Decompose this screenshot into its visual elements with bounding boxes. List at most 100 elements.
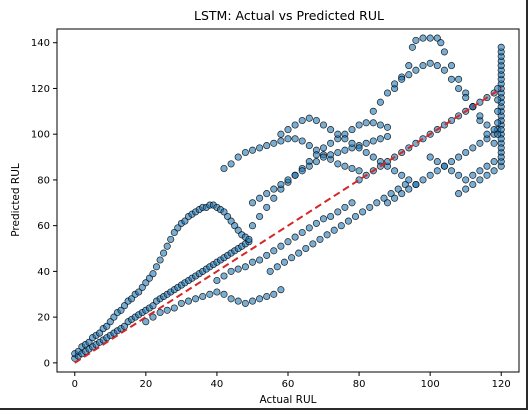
data-point <box>120 302 129 310</box>
data-point <box>248 258 257 266</box>
data-point <box>341 162 349 170</box>
data-point <box>312 219 320 227</box>
data-point <box>280 258 288 266</box>
data-point <box>298 167 306 175</box>
data-point <box>291 121 299 129</box>
data-point <box>256 212 264 221</box>
data-point <box>490 167 498 175</box>
reference-line <box>74 87 502 364</box>
data-point <box>319 121 328 129</box>
y-tick-label: 40 <box>37 267 50 278</box>
data-point <box>355 144 363 152</box>
data-point <box>483 171 491 179</box>
data-point <box>241 148 249 157</box>
data-point <box>490 139 498 147</box>
data-point <box>234 226 242 234</box>
data-point <box>362 148 370 157</box>
data-point <box>181 217 189 225</box>
data-point <box>160 249 168 257</box>
data-point <box>426 59 434 67</box>
data-point <box>149 313 157 321</box>
data-point <box>316 235 324 243</box>
data-point <box>369 119 377 127</box>
data-point <box>391 194 399 202</box>
data-point <box>248 199 257 207</box>
data-point <box>419 34 427 42</box>
data-point <box>494 107 502 115</box>
data-point <box>142 279 150 287</box>
data-point <box>227 295 235 303</box>
data-point <box>455 171 463 179</box>
data-point <box>213 276 221 285</box>
data-point <box>298 228 306 237</box>
data-point <box>184 297 193 305</box>
y-tick-label: 120 <box>31 84 50 95</box>
data-point <box>405 71 413 79</box>
data-point <box>110 313 118 321</box>
data-point <box>462 94 470 102</box>
data-point <box>383 132 392 141</box>
x-tick-label: 60 <box>282 379 295 390</box>
data-point <box>156 256 164 264</box>
data-point <box>341 203 349 211</box>
data-point <box>163 306 171 314</box>
data-point <box>497 43 505 51</box>
data-point <box>433 167 441 175</box>
data-point <box>270 185 278 193</box>
y-tick-label: 80 <box>37 175 50 186</box>
data-point <box>138 283 146 291</box>
data-point <box>334 148 342 157</box>
scatter-points <box>71 34 505 362</box>
data-point <box>405 176 413 184</box>
data-point <box>497 126 505 134</box>
data-point <box>256 256 264 264</box>
data-point <box>494 96 502 104</box>
data-point <box>192 295 200 303</box>
data-point <box>455 190 463 198</box>
data-point <box>206 290 214 298</box>
data-point <box>312 151 320 159</box>
data-point <box>248 222 257 230</box>
data-point <box>117 306 125 314</box>
data-point <box>213 288 221 296</box>
x-tick-label: 20 <box>139 379 152 390</box>
data-point <box>305 224 313 232</box>
data-point <box>469 144 477 152</box>
data-point <box>405 185 413 193</box>
data-point <box>355 167 363 175</box>
y-axis: 0 20 40 60 80 100 120 140 <box>31 38 57 369</box>
data-point <box>419 62 427 70</box>
data-point <box>391 80 399 88</box>
data-point <box>419 176 427 184</box>
data-point <box>337 222 345 230</box>
data-point <box>412 180 420 189</box>
data-point <box>256 194 264 202</box>
data-point <box>234 297 242 305</box>
x-tick-label: 100 <box>421 379 440 390</box>
data-point <box>359 208 367 216</box>
data-point <box>462 176 470 184</box>
data-point <box>312 116 320 125</box>
data-point <box>462 185 470 193</box>
data-point <box>234 265 242 273</box>
data-point <box>284 126 292 134</box>
data-point <box>462 148 470 157</box>
data-point <box>383 199 392 207</box>
data-point <box>383 89 392 97</box>
data-point <box>270 247 278 255</box>
data-point <box>437 39 445 47</box>
data-point <box>156 308 164 317</box>
data-point <box>376 98 384 106</box>
data-point <box>369 137 377 145</box>
data-point <box>256 295 264 303</box>
data-point <box>376 121 384 129</box>
data-point <box>266 267 274 275</box>
data-point <box>327 139 335 147</box>
x-axis-label: Actual RUL <box>259 394 316 406</box>
data-point <box>369 107 377 115</box>
data-point <box>447 62 456 70</box>
data-point <box>483 130 491 138</box>
data-point <box>440 66 448 74</box>
data-point <box>263 292 271 301</box>
